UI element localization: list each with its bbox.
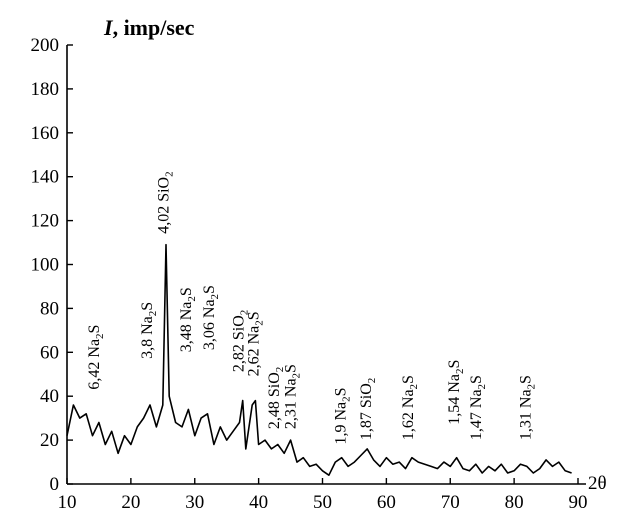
peak-label: 1,47 Na2S [468, 375, 488, 440]
y-axis-title: I, imp/sec [103, 15, 195, 40]
y-axis-symbol: I [103, 15, 114, 40]
x-tick-label: 60 [377, 492, 396, 513]
peak-label: 2,31 Na2S [283, 364, 303, 429]
x-tick-label: 20 [121, 492, 140, 513]
y-tick-label: 140 [31, 167, 60, 188]
y-tick-label: 120 [31, 211, 60, 232]
x-tick-label: 80 [505, 492, 524, 513]
peak-label: 2,62 Na2S [246, 311, 266, 376]
peak-labels: 6,42 Na2S 3,8 Na2S 4,02 SiO2 3,48 Na2S3,06 … [86, 171, 538, 444]
peak-label: 2,82 SiO2 [230, 310, 250, 372]
peak-label: 1,54 Na2S [446, 360, 466, 425]
y-tick-label: 40 [40, 386, 59, 407]
peak-label: 3,8 Na2S [139, 302, 159, 359]
series-line [66, 243, 572, 476]
x-tick-label: 90 [569, 492, 588, 513]
y-tick-label: 60 [40, 342, 59, 363]
y-tick-label: 80 [40, 298, 59, 319]
peak-label: 3,06 Na2S [201, 285, 221, 350]
axes [66, 44, 586, 485]
x-tick-label: 40 [249, 492, 268, 513]
peak-label: 3,48 Na2S [178, 287, 198, 352]
y-tick-label: 200 [31, 35, 60, 56]
y-axis-unit: , imp/sec [113, 15, 195, 40]
peak-label: 2,48 SiO2 [266, 367, 286, 429]
peak-label: 1,9 Na2S [333, 387, 353, 444]
peak-label: 1,62 Na2S [400, 375, 420, 440]
y-tick-label: 100 [31, 255, 60, 276]
y-tick-label: 180 [31, 79, 60, 100]
peak-label: 4,02 SiO2 [156, 171, 176, 233]
tick-labels: 0 20 40 60 80 100 120 140 160 180 200 10 20 30 40 50 60 7… [31, 35, 588, 513]
x-tick-label: 50 [313, 492, 332, 513]
y-tick-label: 160 [31, 123, 60, 144]
x-tick-label: 10 [58, 492, 77, 513]
y-tick-label: 0 [50, 474, 60, 495]
x-tick-label: 70 [441, 492, 460, 513]
x-tick-label: 30 [185, 492, 204, 513]
peak-label: 1,87 SiO2 [358, 378, 378, 440]
y-tick-label: 20 [40, 430, 59, 451]
peak-label: 6,42 Na2S [86, 325, 106, 390]
peak-label: 1,31 Na2S [518, 375, 538, 440]
x-axis-title: 2θ [588, 473, 607, 494]
